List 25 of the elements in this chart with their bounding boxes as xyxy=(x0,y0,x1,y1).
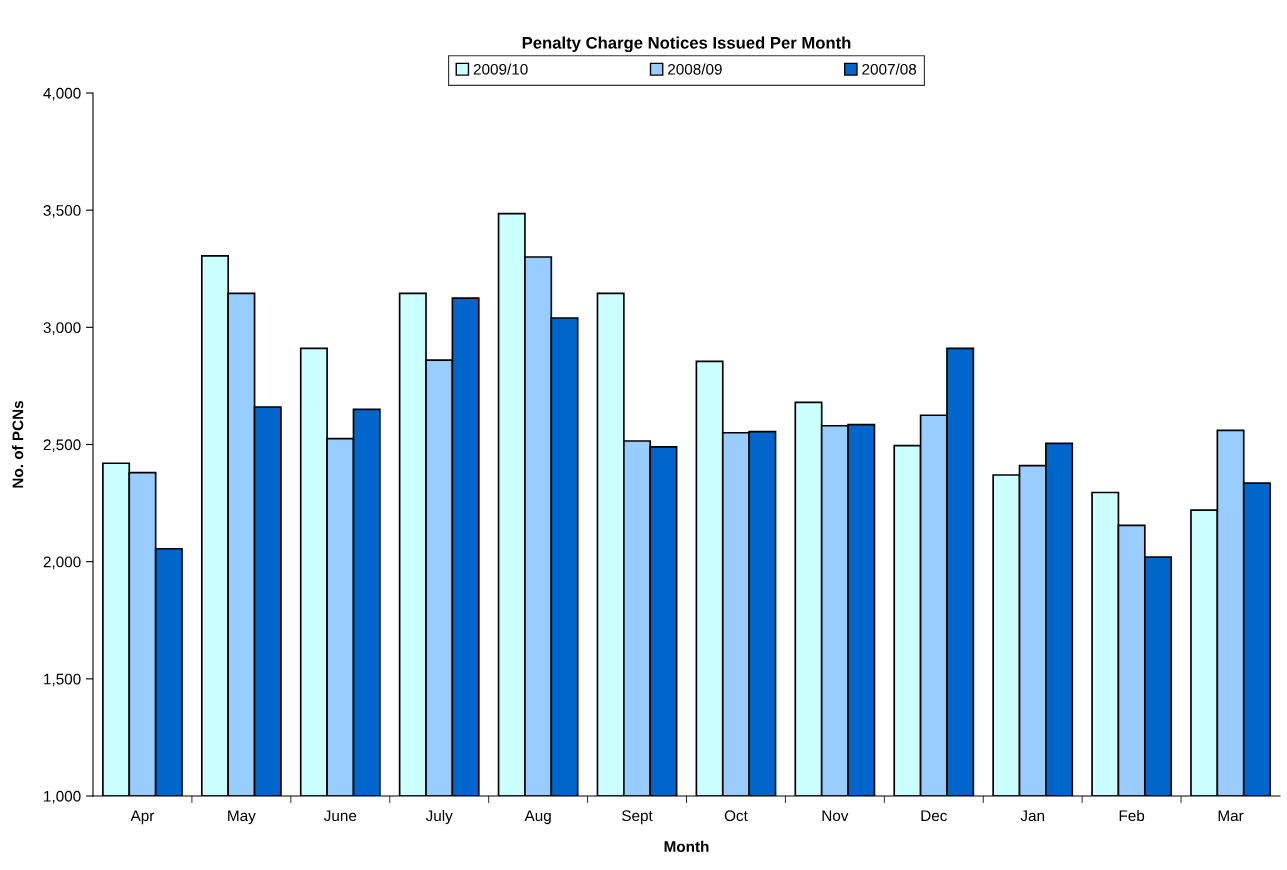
y-tick-label: 4,000 xyxy=(43,87,81,101)
x-tick-label: Nov xyxy=(822,810,849,822)
x-tick-label: Jan xyxy=(1020,810,1045,822)
y-axis-title: No. of PCNs xyxy=(12,400,24,488)
x-axis-title: Month xyxy=(664,840,709,853)
chart-title: Penalty Charge Notices Issued Per Month xyxy=(522,36,851,53)
x-tick-label: Aug xyxy=(524,810,551,825)
y-tick-label: 3,000 xyxy=(43,322,81,335)
legend-label: 2007/08 xyxy=(862,63,917,75)
y-tick-label: 2,500 xyxy=(43,439,81,452)
x-tick-label: Apr xyxy=(130,810,155,825)
y-tick-label: 1,000 xyxy=(44,790,81,804)
legend-label: 2009/10 xyxy=(473,63,528,75)
x-tick-label: May xyxy=(228,810,256,825)
x-tick-label: Mar xyxy=(1218,810,1244,822)
x-tick-label: Oct xyxy=(724,810,748,822)
x-tick-label: Feb xyxy=(1119,809,1145,822)
x-tick-label: July xyxy=(425,809,453,825)
y-tick-label: 1,500 xyxy=(44,673,81,687)
y-tick-label: 3,500 xyxy=(43,205,81,218)
x-tick-label: June xyxy=(323,810,357,822)
x-tick-label: Dec xyxy=(921,810,947,822)
x-tick-label: Sept xyxy=(622,810,653,825)
legend-label: 2008/09 xyxy=(668,63,722,75)
y-tick-label: 2,000 xyxy=(43,556,81,570)
